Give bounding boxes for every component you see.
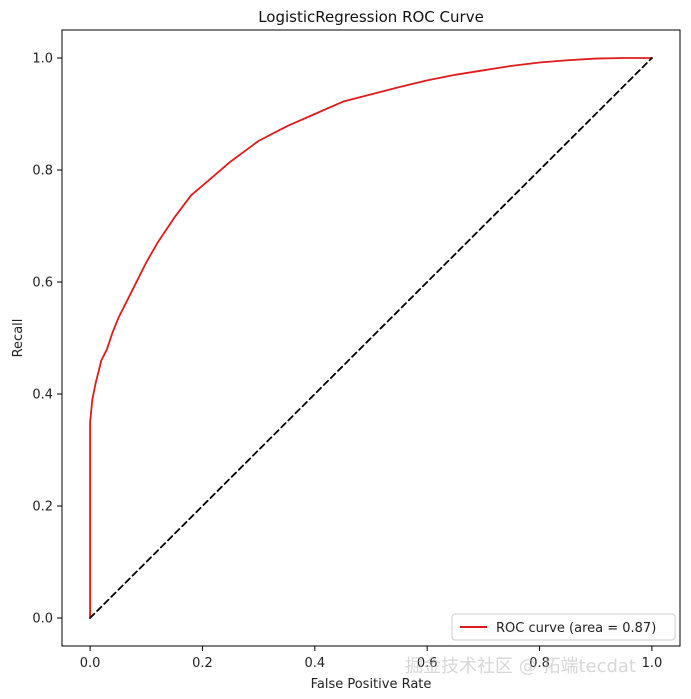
plot-frame [61, 29, 681, 647]
y-tick-label: 0.8 [32, 164, 53, 179]
y-axis-label: Recall [11, 319, 26, 358]
x-tick-label: 0.6 [417, 656, 438, 671]
plot-area: 0.0 0.2 0.4 0.6 0.8 1.0 0.0 0.2 0.4 0.6 0.8 1.0 [32, 29, 681, 671]
chart-title: LogisticRegression ROC Curve [258, 8, 484, 26]
x-tick-label: 0.2 [192, 656, 213, 671]
y-tick-label: 1.0 [32, 52, 53, 67]
y-tick-label: 0.4 [32, 388, 53, 403]
y-tick-label: 0.2 [32, 500, 53, 515]
legend: ROC curve (area = 0.87) [451, 613, 676, 641]
y-tick-label: 0.0 [32, 612, 53, 627]
x-tick-label: 0.4 [304, 656, 325, 671]
legend-label-roc: ROC curve (area = 0.87) [496, 621, 656, 636]
x-axis-label: False Positive Rate [311, 677, 432, 692]
x-tick-label: 1.0 [642, 656, 663, 671]
watermark-text: 掘金技术社区 @ 拓端tecdat [405, 656, 636, 677]
x-tick-label: 0.8 [529, 656, 550, 671]
roc-curve-line [89, 57, 653, 619]
legend-box [451, 613, 676, 641]
x-tick-label: 0.0 [80, 656, 101, 671]
y-tick-label: 0.6 [32, 276, 53, 291]
diagonal-reference-line [89, 57, 653, 619]
